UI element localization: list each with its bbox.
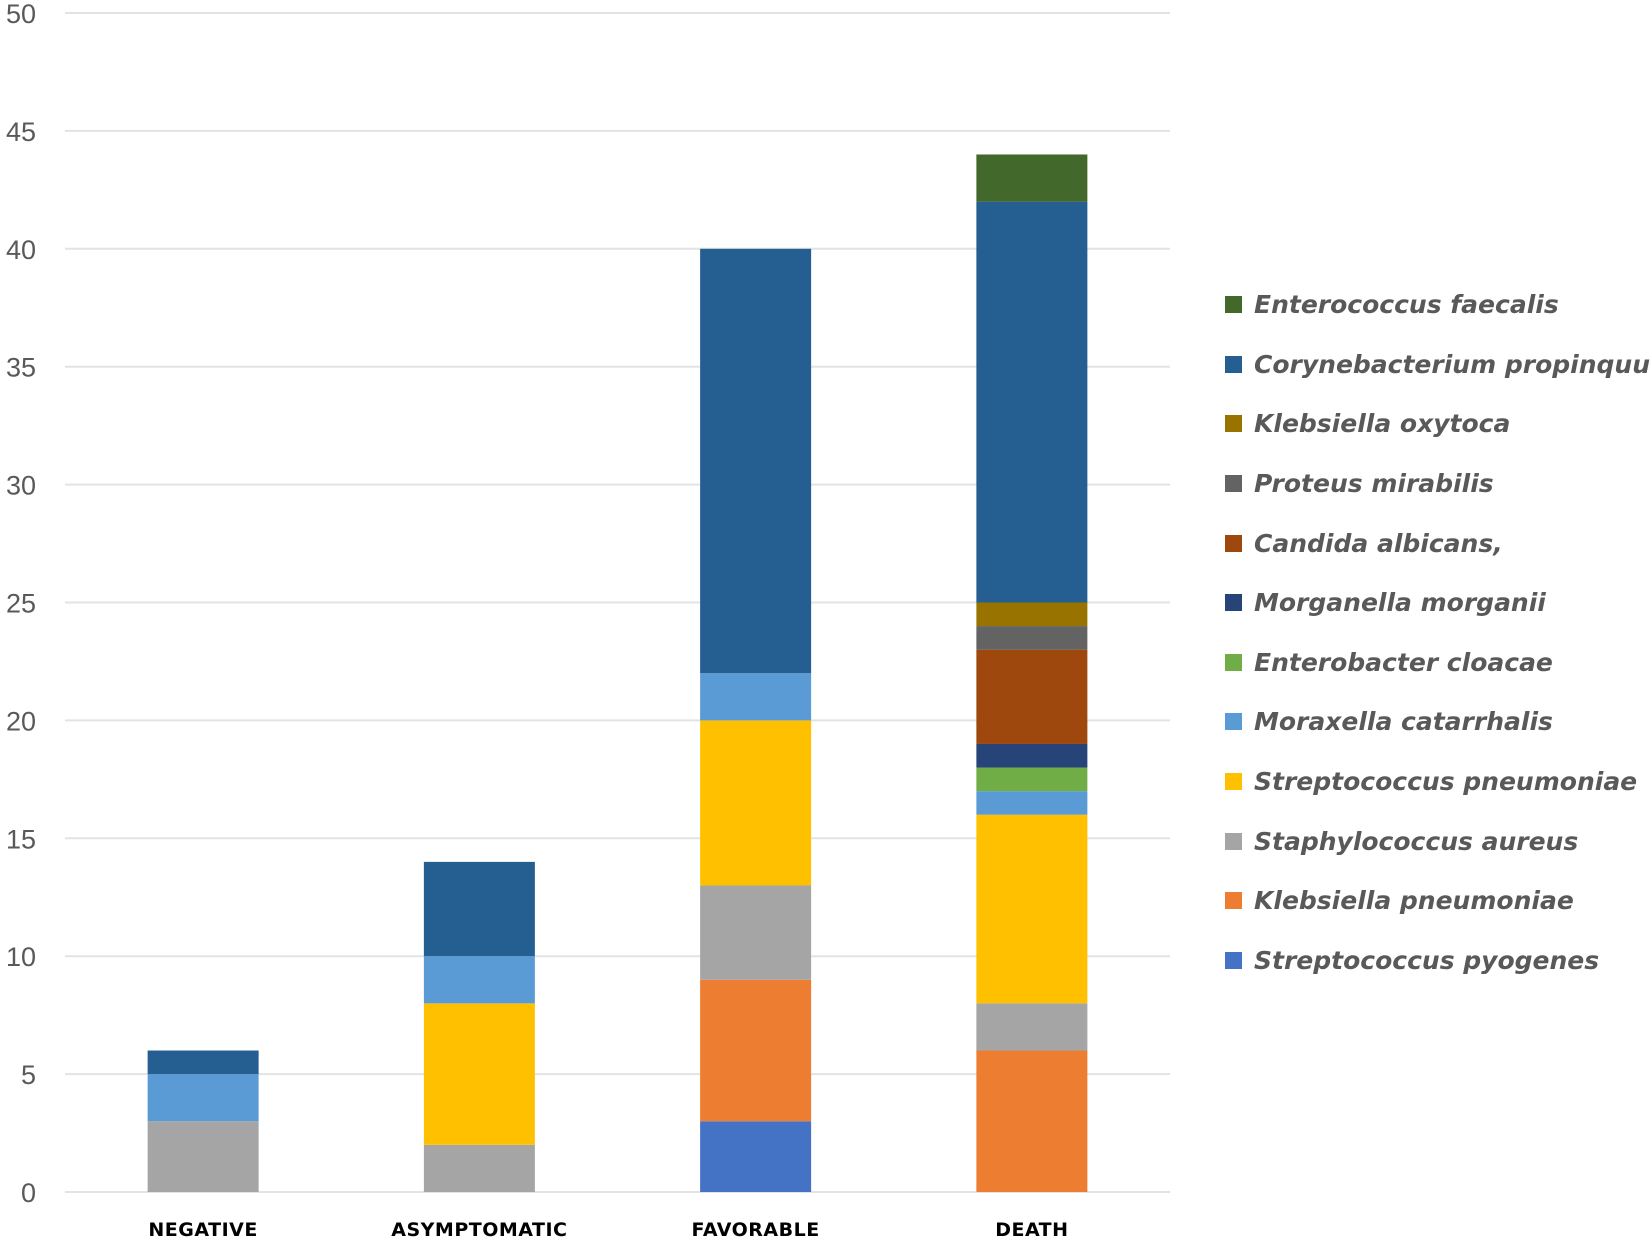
legend-item: Enterobacter cloacae — [1225, 633, 1645, 693]
bar-segment — [147, 1050, 259, 1075]
bar-segment — [976, 649, 1088, 744]
y-tick-label: 50 — [6, 0, 36, 29]
legend-swatch — [1225, 534, 1242, 552]
legend-swatch — [1225, 594, 1242, 612]
x-category-label: FAVORABLE — [692, 1219, 820, 1241]
legend-label: Enterobacter cloacae — [1254, 647, 1553, 677]
legend: Enterococcus faecalis Corynebacterium pro… — [1225, 275, 1650, 991]
legend-item: Streptococcus pyogenes — [1225, 931, 1645, 991]
legend-label: Proteus mirabilis — [1254, 469, 1494, 499]
legend-swatch — [1225, 773, 1242, 791]
legend-item: Moraxella catarrhalis — [1225, 692, 1645, 752]
bar-segment — [700, 248, 812, 674]
legend-swatch — [1225, 892, 1242, 910]
bar-segment — [976, 743, 1088, 768]
y-tick-label: 40 — [6, 235, 36, 265]
legend-swatch — [1225, 475, 1242, 493]
bar-segment — [423, 1144, 535, 1192]
bar-segment — [423, 1003, 535, 1145]
legend-label: Enterococcus faecalis — [1254, 290, 1559, 320]
y-tick-label: 15 — [6, 824, 36, 854]
bar-segment — [976, 1050, 1088, 1192]
legend-swatch — [1225, 832, 1242, 850]
legend-item: Proteus mirabilis — [1225, 454, 1645, 514]
y-tick-label: 45 — [6, 117, 36, 147]
legend-swatch — [1225, 653, 1242, 671]
y-tick-label: 5 — [21, 1060, 36, 1090]
x-category-label: NEGATIVE — [148, 1219, 257, 1241]
legend-label: Streptococcus pyogenes — [1254, 945, 1600, 975]
legend-item: Morganella morganii — [1225, 573, 1645, 633]
bar-segment — [976, 626, 1088, 650]
bar-segment — [976, 154, 1088, 202]
bars — [147, 154, 1088, 1192]
y-tick-label: 0 — [21, 1178, 36, 1208]
legend-swatch — [1225, 415, 1242, 433]
x-category-label: DEATH — [995, 1219, 1068, 1241]
legend-label: Candida albicans, — [1254, 528, 1503, 558]
legend-item: Corynebacterium propinquum — [1225, 335, 1650, 395]
y-tick-label: 20 — [6, 706, 36, 736]
legend-swatch — [1225, 713, 1242, 731]
bar-segment — [976, 791, 1088, 815]
y-axis-ticks: 0 5 10 15 20 25 30 35 40 45 50 — [6, 0, 36, 1208]
legend-swatch — [1225, 355, 1242, 373]
legend-swatch — [1225, 296, 1242, 314]
legend-item: Staphylococcus aureus — [1225, 811, 1645, 871]
bar-segment — [700, 1121, 812, 1192]
y-tick-label: 30 — [6, 471, 36, 501]
legend-label: Corynebacterium propinquum — [1254, 349, 1650, 379]
x-axis-categories: NEGATIVE ASYMPTOMATIC FAVORABLE DEATH — [148, 1219, 1068, 1241]
legend-label: Klebsiella pneumoniae — [1254, 886, 1574, 916]
y-tick-label: 10 — [6, 942, 36, 972]
legend-label: Streptococcus pneumoniae — [1254, 767, 1638, 797]
legend-swatch — [1225, 951, 1242, 969]
legend-label: Staphylococcus aureus — [1254, 826, 1579, 856]
bar-segment — [976, 767, 1088, 792]
bar-segment — [976, 602, 1088, 627]
y-tick-label: 25 — [6, 589, 36, 619]
legend-label: Morganella morganii — [1254, 588, 1546, 618]
legend-item: Enterococcus faecalis — [1225, 275, 1645, 335]
bar-segment — [147, 1074, 259, 1122]
bar-segment — [700, 720, 812, 886]
legend-label: Klebsiella oxytoca — [1254, 409, 1511, 439]
y-tick-label: 35 — [6, 353, 36, 383]
legend-label: Moraxella catarrhalis — [1254, 707, 1553, 737]
legend-item: Streptococcus pneumoniae — [1225, 752, 1645, 812]
bar-segment — [700, 885, 812, 980]
bar-segment — [700, 979, 812, 1122]
bar-segment — [976, 814, 1088, 1004]
x-category-label: ASYMPTOMATIC — [391, 1219, 567, 1241]
legend-item: Candida albicans, — [1225, 513, 1645, 573]
bar-segment — [976, 1003, 1088, 1051]
bar-segment — [423, 861, 535, 957]
bar-segment — [700, 673, 812, 721]
bar-segment — [423, 956, 535, 1004]
bar-segment — [147, 1121, 259, 1192]
bar-segment — [976, 201, 1088, 603]
legend-item: Klebsiella pneumoniae — [1225, 871, 1645, 931]
legend-item: Klebsiella oxytoca — [1225, 394, 1645, 454]
